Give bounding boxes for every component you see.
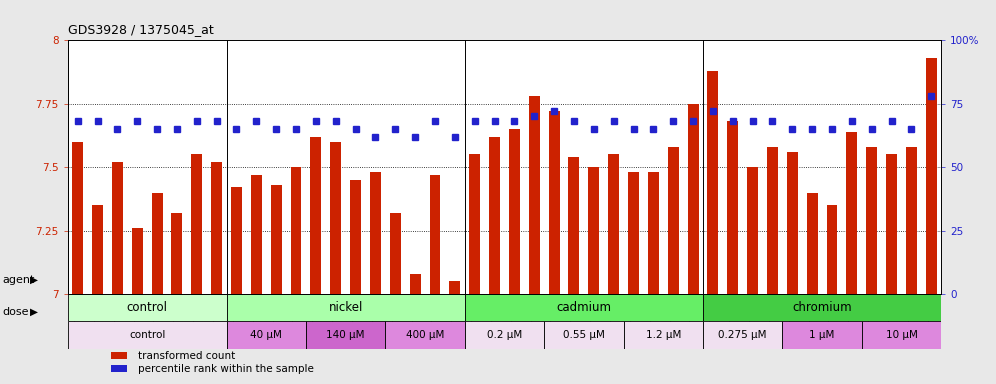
Text: 0.2 μM: 0.2 μM bbox=[487, 330, 522, 340]
Bar bbox=[623, 321, 703, 349]
Text: percentile rank within the sample: percentile rank within the sample bbox=[137, 364, 314, 374]
Bar bbox=[609, 154, 620, 294]
Bar bbox=[628, 172, 639, 294]
Bar bbox=[489, 137, 500, 294]
Text: 10 μM: 10 μM bbox=[885, 330, 917, 340]
Bar bbox=[549, 111, 560, 294]
Text: cadmium: cadmium bbox=[557, 301, 612, 314]
Bar bbox=[827, 205, 838, 294]
Bar bbox=[370, 172, 380, 294]
Bar bbox=[906, 147, 917, 294]
Text: 1.2 μM: 1.2 μM bbox=[645, 330, 681, 340]
Bar bbox=[465, 294, 703, 321]
Text: 400 μM: 400 μM bbox=[406, 330, 444, 340]
Bar bbox=[529, 96, 540, 294]
Text: transformed count: transformed count bbox=[137, 351, 235, 361]
Bar bbox=[783, 321, 862, 349]
Text: nickel: nickel bbox=[329, 301, 363, 314]
Bar bbox=[429, 175, 440, 294]
Bar bbox=[191, 154, 202, 294]
Bar bbox=[226, 294, 465, 321]
Bar bbox=[687, 104, 698, 294]
Bar bbox=[667, 147, 678, 294]
Text: ▶: ▶ bbox=[30, 307, 38, 317]
Bar bbox=[867, 147, 877, 294]
Text: 1 μM: 1 μM bbox=[810, 330, 835, 340]
Bar bbox=[92, 205, 103, 294]
Text: chromium: chromium bbox=[792, 301, 852, 314]
Bar bbox=[385, 321, 465, 349]
Bar bbox=[72, 142, 83, 294]
Bar bbox=[68, 294, 226, 321]
Bar bbox=[569, 157, 580, 294]
Bar bbox=[271, 185, 282, 294]
Text: control: control bbox=[126, 301, 167, 314]
Bar bbox=[847, 132, 858, 294]
Bar bbox=[251, 175, 262, 294]
Bar bbox=[465, 321, 544, 349]
Bar bbox=[767, 147, 778, 294]
Text: dose: dose bbox=[2, 307, 29, 317]
Text: 0.55 μM: 0.55 μM bbox=[563, 330, 605, 340]
Text: 40 μM: 40 μM bbox=[250, 330, 282, 340]
Bar bbox=[331, 142, 342, 294]
Bar bbox=[469, 154, 480, 294]
Text: 140 μM: 140 μM bbox=[327, 330, 365, 340]
Bar bbox=[787, 152, 798, 294]
Bar bbox=[886, 154, 897, 294]
Bar bbox=[68, 321, 226, 349]
Bar bbox=[703, 321, 783, 349]
Bar bbox=[351, 180, 361, 294]
Bar bbox=[306, 321, 385, 349]
Text: ▶: ▶ bbox=[30, 275, 38, 285]
Bar bbox=[703, 294, 941, 321]
Bar bbox=[449, 281, 460, 294]
Text: agent: agent bbox=[2, 275, 35, 285]
Bar bbox=[544, 321, 623, 349]
Text: GDS3928 / 1375045_at: GDS3928 / 1375045_at bbox=[68, 23, 213, 36]
Bar bbox=[151, 192, 162, 294]
Bar bbox=[389, 213, 400, 294]
Bar bbox=[112, 365, 127, 372]
Bar bbox=[231, 187, 242, 294]
Bar bbox=[807, 192, 818, 294]
Bar bbox=[112, 352, 127, 359]
Bar bbox=[589, 167, 600, 294]
Bar bbox=[311, 137, 322, 294]
Bar bbox=[707, 71, 718, 294]
Bar bbox=[727, 121, 738, 294]
Bar bbox=[648, 172, 658, 294]
Bar bbox=[211, 162, 222, 294]
Bar bbox=[926, 58, 937, 294]
Bar bbox=[112, 162, 123, 294]
Bar bbox=[291, 167, 302, 294]
Text: control: control bbox=[128, 330, 165, 340]
Bar bbox=[131, 228, 142, 294]
Bar bbox=[862, 321, 941, 349]
Bar bbox=[226, 321, 306, 349]
Bar bbox=[747, 167, 758, 294]
Bar bbox=[409, 274, 420, 294]
Text: 0.275 μM: 0.275 μM bbox=[718, 330, 767, 340]
Bar bbox=[171, 213, 182, 294]
Bar bbox=[509, 129, 520, 294]
